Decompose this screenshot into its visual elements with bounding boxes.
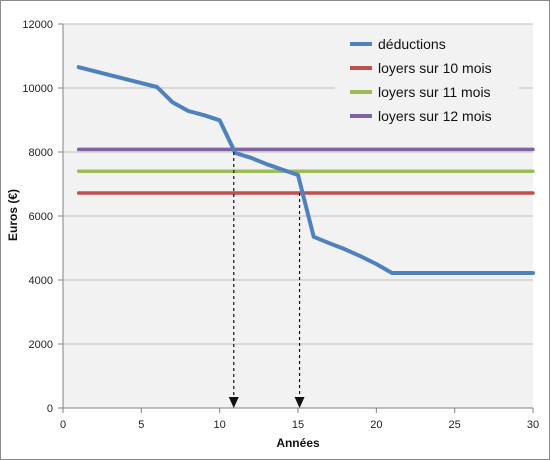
x-axis-ticks: 0 5 10 15 20 25 30 <box>60 408 539 431</box>
arrowhead-0 <box>228 397 239 408</box>
legend-label-loyers-10: loyers sur 10 mois <box>378 60 492 76</box>
y-tick-label: 4000 <box>29 275 53 287</box>
y-axis-ticks: 0 2000 4000 6000 8000 10000 12000 <box>22 19 63 415</box>
y-tick-label: 8000 <box>29 147 53 159</box>
x-axis-label: Années <box>276 436 320 450</box>
x-tick-label: 15 <box>292 419 304 431</box>
x-tick-label: 20 <box>370 419 382 431</box>
y-tick-label: 0 <box>47 403 53 415</box>
y-tick-label: 6000 <box>29 211 53 223</box>
legend-label-loyers-12: loyers sur 12 mois <box>378 108 492 124</box>
legend: déductions loyers sur 10 mois loyers sur… <box>335 31 519 129</box>
grid-lines <box>63 23 533 345</box>
y-axis-label: Euros (€) <box>6 189 20 241</box>
y-tick-label: 2000 <box>29 339 53 351</box>
x-tick-label: 0 <box>60 419 66 431</box>
arrowhead-1 <box>294 397 305 408</box>
legend-label-loyers-11: loyers sur 11 mois <box>378 84 491 100</box>
x-tick-label: 25 <box>449 419 461 431</box>
y-tick-label: 10000 <box>22 83 53 95</box>
legend-label-deductions: déductions <box>378 36 446 52</box>
x-tick-label: 10 <box>214 419 226 431</box>
series-lines <box>76 65 535 275</box>
series-line-0 <box>76 65 535 275</box>
x-tick-label: 30 <box>527 419 539 431</box>
y-tick-label: 12000 <box>22 19 53 31</box>
x-tick-label: 5 <box>138 419 144 431</box>
annotations <box>228 152 305 408</box>
legend-box <box>335 31 519 129</box>
